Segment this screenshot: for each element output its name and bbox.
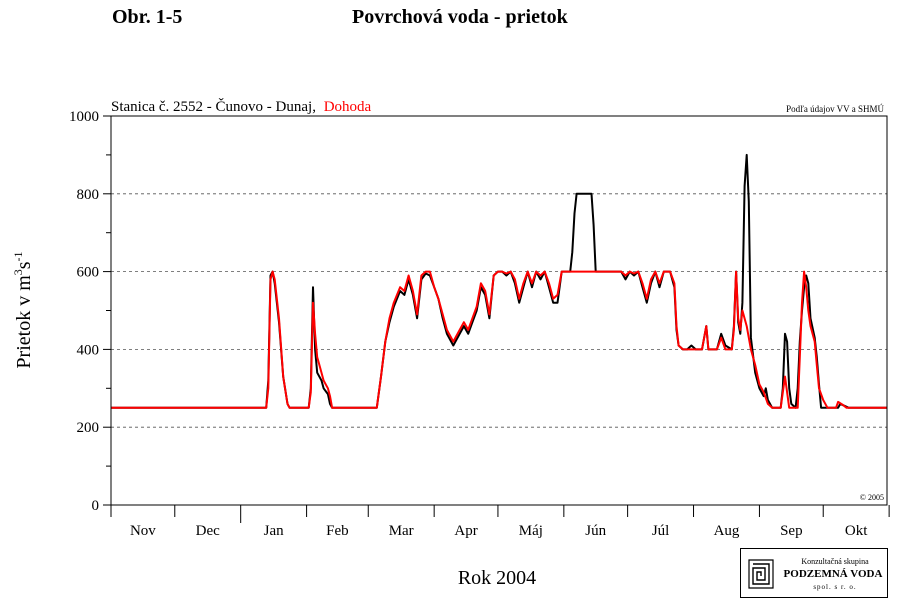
station-label: Stanica č. 2552 - Čunovo - Dunaj, Dohoda bbox=[111, 98, 372, 115]
source-note: Podľa údajov VV a SHMÚ bbox=[786, 104, 884, 114]
y-tick-label-0: 0 bbox=[92, 498, 100, 514]
x-tick-label-Máj: Máj bbox=[519, 523, 543, 539]
x-tick-label-Jan: Jan bbox=[264, 523, 284, 539]
y-axis-label-sup2: -1 bbox=[11, 251, 25, 261]
x-tick-label-Apr: Apr bbox=[454, 523, 477, 539]
x-tick-label-Okt: Okt bbox=[845, 523, 868, 539]
logo-name: PODZEMNÁ VODA bbox=[783, 568, 883, 580]
y-tick-label-800: 800 bbox=[77, 187, 100, 203]
x-tick-label-Mar: Mar bbox=[389, 523, 414, 539]
logo-bottom-text: spol. s r. o. bbox=[813, 583, 857, 591]
logo-top-text: Konzultačná skupina bbox=[801, 557, 869, 566]
y-tick-label-400: 400 bbox=[77, 342, 100, 358]
axes: 0 200 400 600 800 1000 Nov Dec Jan Feb Mar Apr Máj Jú… bbox=[69, 109, 890, 539]
copyright-note: © 2005 bbox=[860, 493, 884, 502]
figure-title: Povrchová voda - prietok bbox=[352, 6, 568, 28]
series-line-dohoda bbox=[111, 270, 887, 409]
station-text: Stanica č. 2552 - Čunovo - Dunaj, bbox=[111, 98, 316, 115]
x-tick-label-Feb: Feb bbox=[326, 523, 349, 539]
x-axis-label: Rok 2004 bbox=[458, 567, 536, 589]
x-tick-label-Sep: Sep bbox=[780, 523, 803, 539]
y-axis-label-mid: s bbox=[13, 261, 35, 269]
y-tick-label-600: 600 bbox=[77, 265, 100, 281]
y-tick-label-1000: 1000 bbox=[69, 109, 99, 125]
x-tick-label-Aug: Aug bbox=[714, 523, 740, 539]
y-axis-label: Prietok v m3s-1 bbox=[11, 251, 35, 368]
company-logo: Konzultačná skupina PODZEMNÁ VODA spol. … bbox=[740, 548, 888, 598]
y-tick-label-200: 200 bbox=[77, 420, 100, 436]
y-axis-label-main: Prietok v m bbox=[13, 275, 35, 369]
grid-lines bbox=[111, 193, 887, 428]
series-line-black bbox=[111, 153, 887, 409]
figure-label: Obr. 1-5 bbox=[112, 6, 183, 28]
station-highlight: Dohoda bbox=[324, 99, 372, 115]
series-lines bbox=[111, 153, 887, 409]
x-tick-label-Jún: Jún bbox=[585, 523, 606, 539]
y-axis-label-sup1: 3 bbox=[11, 269, 25, 275]
x-tick-label-Nov: Nov bbox=[130, 523, 156, 539]
plot-frame bbox=[110, 115, 888, 506]
logo-spiral-icon bbox=[748, 559, 774, 589]
x-tick-label-Júl: Júl bbox=[652, 523, 670, 539]
x-tick-label-Dec: Dec bbox=[196, 523, 220, 539]
